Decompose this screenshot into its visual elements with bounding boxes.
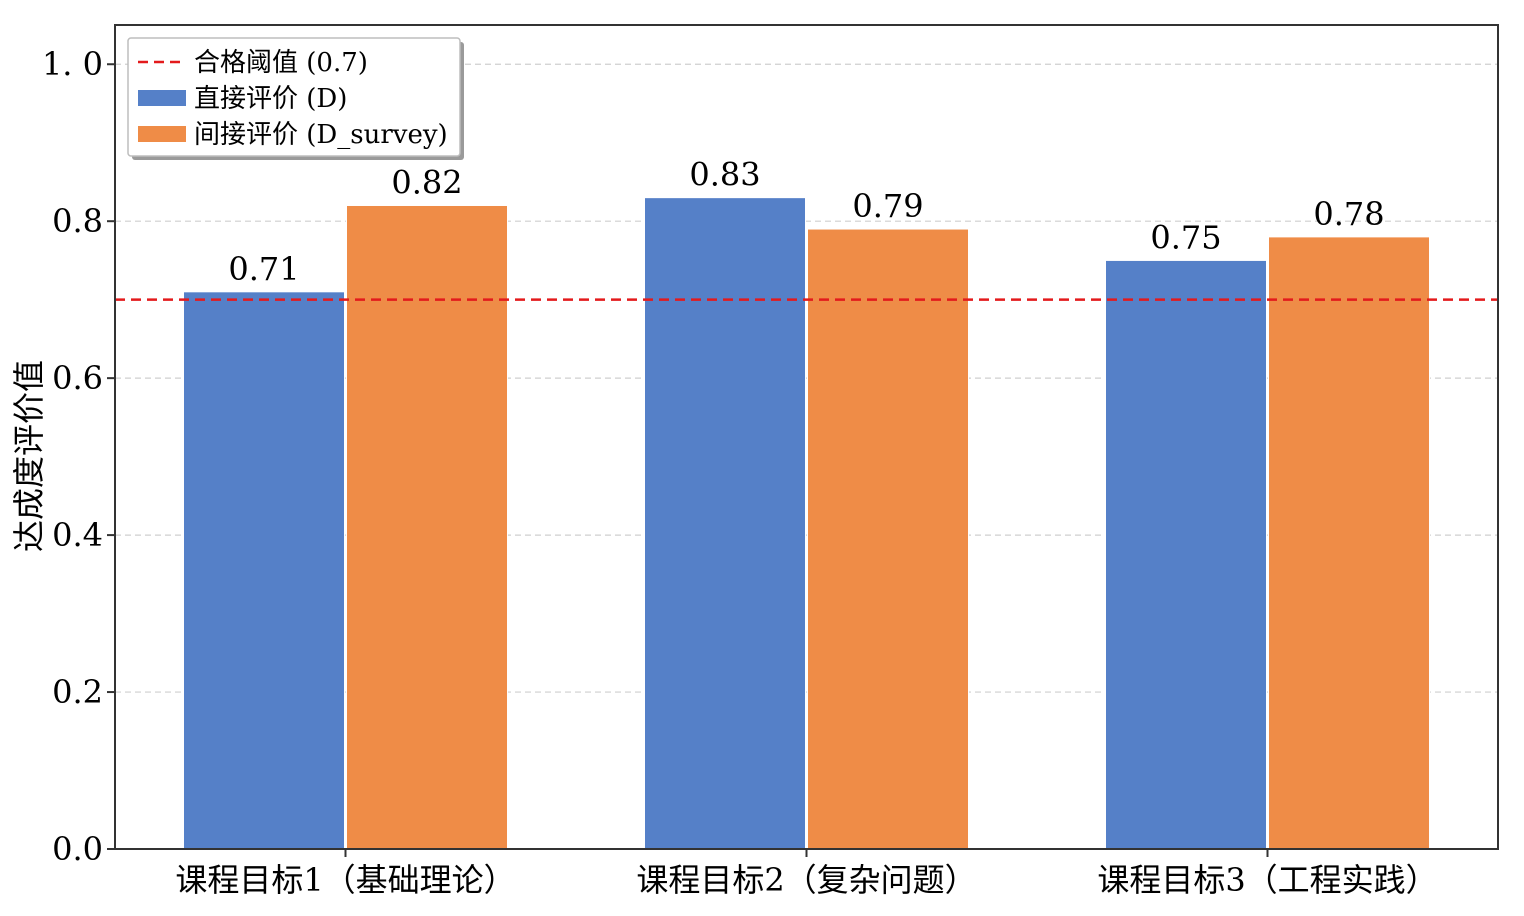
bar-value-label: 0.75 [1150,218,1221,256]
y-axis-ticks: 0.0 0.2 0.4 0.6 0.8 1. 0 [42,45,115,868]
y-tick-label: 0.6 [52,359,103,397]
bar [183,291,345,850]
bar [1268,236,1430,850]
bar [1105,259,1267,850]
bar-value-label: 0.78 [1313,195,1384,233]
bar-value-label: 0.71 [228,250,299,288]
x-tick-label: 课程目标2（复杂问题） [636,861,976,899]
legend-label: 合格阈值 (0.7) [194,48,368,78]
bar-value-label: 0.83 [689,156,760,194]
y-tick-label: 0.4 [52,516,103,554]
legend-box [127,37,461,157]
legend: 合格阈值 (0.7) 直接评价 (D) 间接评价 (D_survey) [127,37,464,160]
bar-value-labels: 0.71 0.82 0.83 0.79 0.75 0.78 [228,156,1384,288]
legend-label: 直接评价 (D) [194,84,347,114]
bar [807,228,969,850]
legend-bar-swatch [138,90,186,106]
x-axis-ticks: 课程目标1（基础理论） 课程目标2（复杂问题） 课程目标3（工程实践） [175,849,1438,899]
x-tick-label: 课程目标1（基础理论） [175,861,515,899]
x-tick-label: 课程目标3（工程实践） [1097,861,1437,899]
legend-label: 间接评价 (D_survey) [194,120,448,150]
y-tick-label: 0.0 [52,830,103,868]
y-tick-label: 0.2 [52,673,103,711]
y-tick-label: 1. 0 [42,45,103,83]
y-tick-label: 0.8 [52,202,103,240]
bar [644,197,806,850]
legend-bar-swatch [138,126,186,142]
bar [346,204,508,850]
bars [183,197,1430,850]
bar-value-label: 0.79 [852,187,923,225]
bar-value-label: 0.82 [391,163,462,201]
y-axis-label: 达成度评价值 [10,360,48,552]
